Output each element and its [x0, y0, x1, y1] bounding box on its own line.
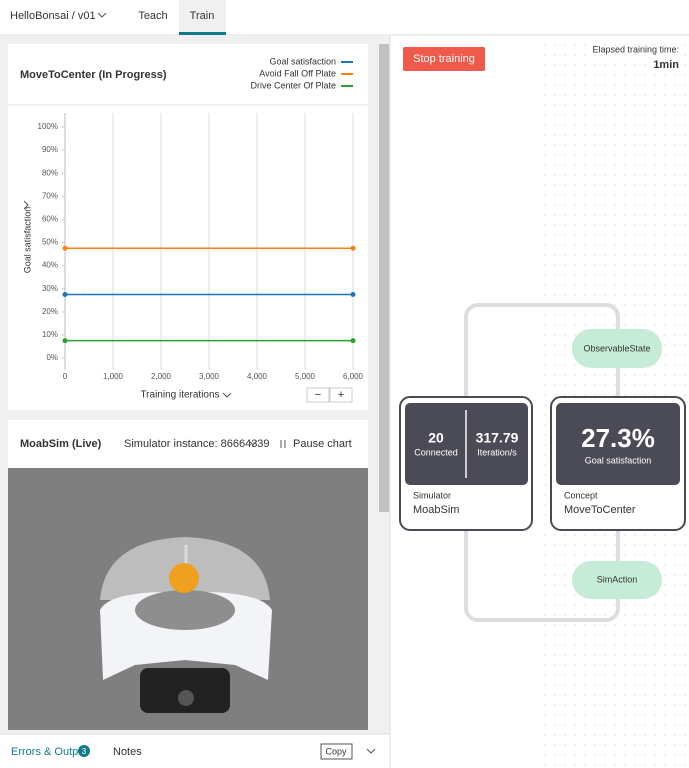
point [62, 291, 68, 297]
y-tick-label: 10% [42, 330, 58, 339]
notes-tab[interactable]: Notes [113, 746, 142, 758]
x-tick-label: 0 [63, 372, 68, 381]
tab[interactable]: Teach [138, 10, 167, 22]
x-tick-label: 2,000 [151, 372, 172, 381]
legend-label: Drive Center Of Plate [250, 80, 336, 90]
rate-label: Iteration/s [477, 447, 517, 457]
y-tick-label: 40% [42, 261, 58, 270]
zoom-out-label: − [315, 389, 321, 401]
elapsed: 1min [653, 59, 679, 71]
copy-button[interactable] [320, 743, 353, 760]
action-label: SimAction [597, 574, 638, 584]
point [350, 338, 356, 344]
chart-card [8, 44, 368, 410]
sim-instance[interactable]: Simulator instance: 86664339 [124, 438, 270, 450]
x-axis-label: Training iterations [140, 390, 219, 401]
tab[interactable]: Train [190, 10, 215, 22]
connected: 20 [428, 430, 444, 446]
pause[interactable]: Pause chart [293, 438, 352, 450]
y-tick-label: 60% [42, 215, 58, 224]
concept-value-label: Goal satisfaction [585, 455, 652, 465]
point [62, 245, 68, 251]
legend-label: Avoid Fall Off Plate [259, 68, 336, 78]
zoom-in[interactable] [329, 387, 353, 403]
zoom-out[interactable] [306, 387, 330, 403]
chart: 0% 10% 20% 30% 40% 50% 60% 70% 80% 90% 100% 0 1,000 2… [22, 56, 363, 400]
x-tick-label: 3,000 [199, 372, 220, 381]
y-axis-label: Goal satisfaction [22, 207, 32, 274]
x-tick-label: 6,000 [343, 372, 364, 381]
observable-label: ObservableState [583, 343, 650, 353]
simulator-name: MoabSim [413, 504, 459, 516]
y-tick-label: 50% [42, 238, 58, 247]
elapsed-label: Elapsed training time: [592, 44, 679, 54]
y-tick-label: 70% [42, 191, 58, 200]
badge: 3 [82, 747, 87, 756]
concept-value: 27.3% [581, 423, 655, 453]
y-tick-label: 20% [42, 307, 58, 316]
observable-node[interactable] [572, 329, 662, 368]
y-tick-label: 0% [46, 353, 58, 362]
concept-kind: Concept [564, 490, 598, 500]
y-tick-label: 100% [38, 122, 58, 131]
point [350, 245, 356, 251]
scrollbar-thumb[interactable] [379, 44, 389, 512]
top-bar [0, 0, 689, 35]
errors-tab[interactable]: Errors & Output [11, 746, 87, 758]
y-tick-label: 90% [42, 145, 58, 154]
simulator-kind: Simulator [413, 490, 451, 500]
x-tick-label: 5,000 [295, 372, 316, 381]
stop-label: Stop training [413, 53, 475, 65]
y-tick-label: 80% [42, 168, 58, 177]
concept-name: MoveToCenter [564, 504, 636, 516]
action-node[interactable] [572, 561, 662, 599]
chevron [222, 392, 232, 398]
point [350, 291, 356, 297]
rate: 317.79 [476, 430, 519, 446]
legend-label: Goal satisfaction [269, 56, 336, 66]
sim-title: MoabSim (Live) [20, 438, 102, 450]
y-tick-label: 30% [42, 284, 58, 293]
x-tick-label: 4,000 [247, 372, 268, 381]
chart-title: MoveToCenter (In Progress) [20, 69, 167, 81]
point [62, 338, 68, 344]
stop-button[interactable] [403, 47, 485, 71]
connected-label: Connected [414, 447, 458, 457]
copy-label: Copy [325, 746, 347, 756]
project[interactable]: HelloBonsai / v01 [10, 10, 96, 22]
chevron [23, 200, 29, 210]
zoom-in-label: + [338, 389, 344, 401]
robot [100, 537, 272, 713]
x-tick-label: 1,000 [103, 372, 124, 381]
